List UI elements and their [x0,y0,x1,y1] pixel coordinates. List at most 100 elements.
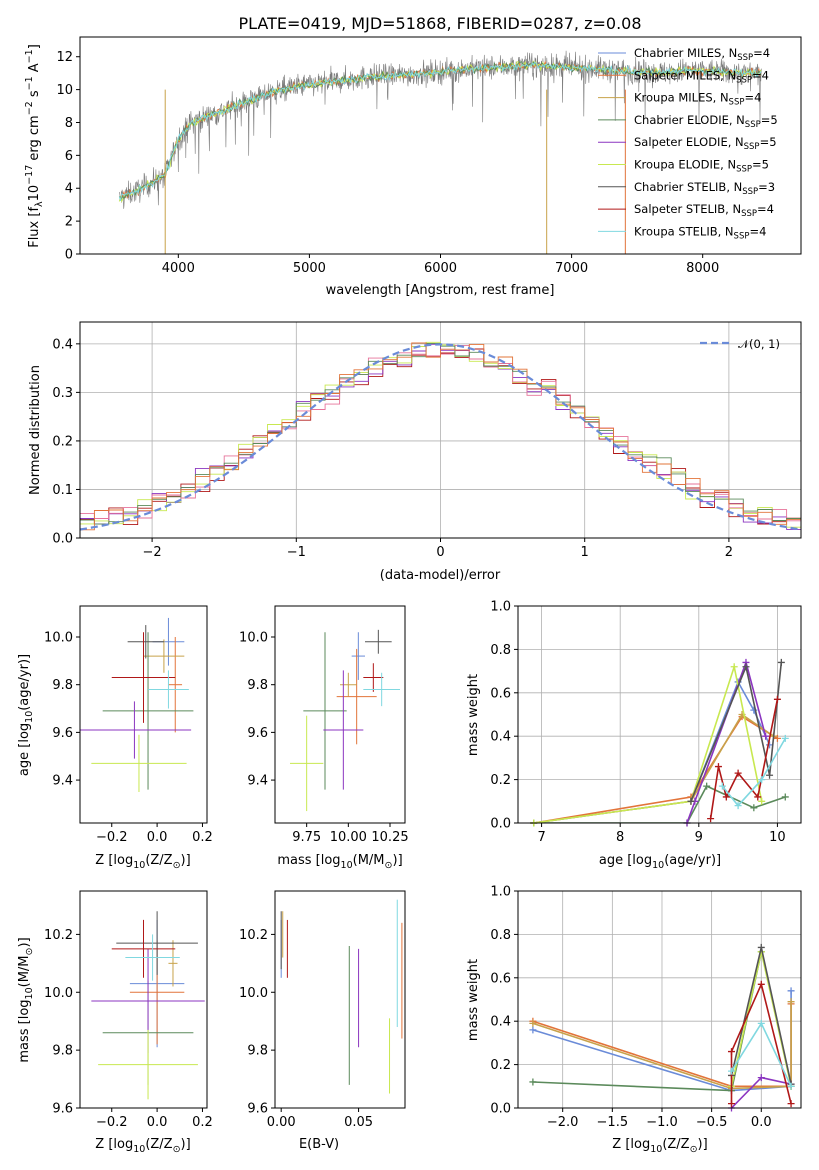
age-Z-ylabel: age [log10(age/yr)] [17,654,35,776]
mass-weight-marker-kroupa-stelib [758,776,766,784]
legend-text: =5 [752,158,769,172]
legend-entry-kroupa-stelib: Kroupa STELIB, NSSP=4 [634,224,766,241]
mass-Z-xlabel: Z [log10(Z/Z⊙)] [95,1137,190,1155]
age-vs-metallicity-panel: −0.2 0.0 0.29.49.69.810.0Z [log10(Z/Z⊙)]ag… [17,605,213,871]
x-tick-label: −1.0 [646,1115,678,1130]
x-tick-label: 10.00 [330,830,367,845]
x-tick-label: 2 [725,545,733,560]
legend-subscript: SSP [742,187,758,197]
legend-subscript: SSP [736,165,752,175]
mass-weight-marker-chabrier-elodie [750,804,758,812]
spectrum-panel: PLATE=0419, MJD=51868, FIBERID=0287, z=0… [24,14,802,298]
label-part: 10 [24,987,35,999]
mass-weight-marker-chabrier-miles [529,1026,537,1034]
x-tick-label: 0 [436,545,444,560]
label-part: Z [log [95,1137,133,1152]
y-tick-label: 0.0 [52,532,73,547]
mass-weight-line-chabrier-stelib [690,662,783,802]
mass-weight-marker-kroupa-stelib [718,782,726,790]
y-tick-label: 9.8 [247,678,268,693]
mass-weight-line-salpeter-elodie [686,659,767,823]
legend-text: Kroupa MILES, N [634,91,729,105]
mass-weight-marker-salpeter-stelib [757,980,765,988]
x-tick-label: 9 [695,830,703,845]
mass-weight-age-xlabel: age [log10(age/yr)] [599,853,721,871]
mass-weight-marker-chabrier-miles [787,987,795,995]
axes-frame [79,321,802,539]
y-tick-label: 10.0 [239,986,268,1001]
legend-text: Salpeter ELODIE, N [634,135,744,149]
mass-weight-marker-salpeter-stelib [727,1048,735,1056]
x-tick-label: 10.25 [371,830,408,845]
y-tick-label: 10.0 [44,986,73,1001]
label-part: )] [17,937,32,947]
label-part: ] [27,44,42,49]
label-part: )] [181,853,191,868]
mass-vs-ebv-panel: E(B-V) 0.00 0.05 9.6 9.8 10.0 10.2 [239,890,406,1152]
x-tick-label: 10 [769,830,786,845]
mass-weight-marker-kroupa-stelib [727,1067,735,1075]
residuals-ylabel: Normed distribution [28,365,43,495]
legend-entry-chabrier-elodie: Chabrier ELODIE, NSSP=5 [634,113,778,130]
y-tick-label: 2 [65,215,73,230]
x-tick-label: 0.0 [751,1115,772,1130]
spectrum-title: PLATE=0419, MJD=51868, FIBERID=0287, z=0… [238,14,641,33]
y-tick-label: 9.4 [52,774,73,789]
legend-text: Salpeter MILES, N [634,68,736,82]
mass-weight-marker-salpeter-stelib [714,763,722,771]
label-part: ⊙ [690,1144,698,1155]
label-part: 10 [650,1144,662,1155]
legend-entry-salpeter-elodie: Salpeter ELODIE, NSSP=5 [634,135,777,152]
legend-text: =4 [752,68,769,82]
y-tick-label: 0.1 [52,483,73,498]
y-tick-label: 0 [65,248,73,263]
mass-ebv-xlabel: E(B-V) [299,1137,339,1152]
mass-weight-marker-chabrier-stelib [757,943,765,951]
y-tick-label: 9.6 [247,1102,268,1117]
label-part: mass [log [277,853,340,868]
y-tick-label: 0.8 [490,643,511,658]
mass-weight-Z-ylabel: mass weight [466,959,481,1041]
mass-weight-marker-chabrier-stelib [766,771,774,779]
legend-subscript: SSP [736,75,752,85]
mass-weight-marker-kroupa-elodie [730,663,738,671]
label-part: A [27,63,42,76]
mass-weight-vs-age-panel: mass weight 7 8 9 10 0.0 0.2 0.4 0.6 0.8 1.0 age [… [466,600,802,871]
spectrum-model-kroupa-stelib [118,62,762,202]
legend-entry-normal: 𝒩(0, 1) [738,337,780,351]
y-tick-label: 0.4 [52,337,73,352]
label-part: Z [log [612,1137,650,1152]
label-part: 10 [24,711,35,723]
y-tick-label: 9.6 [247,726,268,741]
y-tick-label: 10 [56,83,73,98]
mass-weight-vs-metallicity-panel: mass weight −2.0 −1.5 −1.0 −0.5 0.0 0.0 0.2 0.4… [466,885,802,1155]
x-tick-label: 0.05 [344,1115,373,1130]
x-tick-label: 1 [581,545,589,560]
mass-weight-marker-chabrier-miles [766,741,774,749]
x-tick-label: 7000 [555,261,588,276]
mass-weight-marker-kroupa-stelib [781,734,789,742]
mass-weight-marker-chabrier-elodie [529,1078,537,1086]
label-part: mass [log [17,999,32,1062]
y-tick-label: 0.0 [490,817,511,832]
legend-text: =5 [760,135,777,149]
normal-curve [80,343,801,531]
mass-weight-marker-salpeter-stelib [707,815,715,823]
legend-text: =4 [749,224,766,238]
label-part: ⊙ [173,860,181,871]
legend-entry-chabrier-stelib: Chabrier STELIB, NSSP=3 [634,180,775,197]
mass-weight-line-kroupa-elodie [533,663,763,823]
axes-frame [274,890,406,1109]
label-part: s [27,90,42,101]
mass-weight-marker-chabrier-elodie [781,793,789,801]
mass-weight-marker-salpeter-miles [773,734,781,742]
y-tick-label: 9.6 [52,726,73,741]
age-vs-mass-panel: 9.75 10.00 10.25 9.4 9.6 9.8 10.0 mass [log10(M… [239,605,409,871]
legend-text: =4 [744,91,761,105]
mass-weight-line-salpeter-stelib [730,981,792,1104]
mass-weight-line-kroupa-miles [532,1001,792,1090]
label-part: (age/yr)] [17,654,32,711]
mass-weight-marker-salpeter-elodie [757,1074,765,1082]
mass-weight-marker-salpeter-stelib [773,695,781,703]
